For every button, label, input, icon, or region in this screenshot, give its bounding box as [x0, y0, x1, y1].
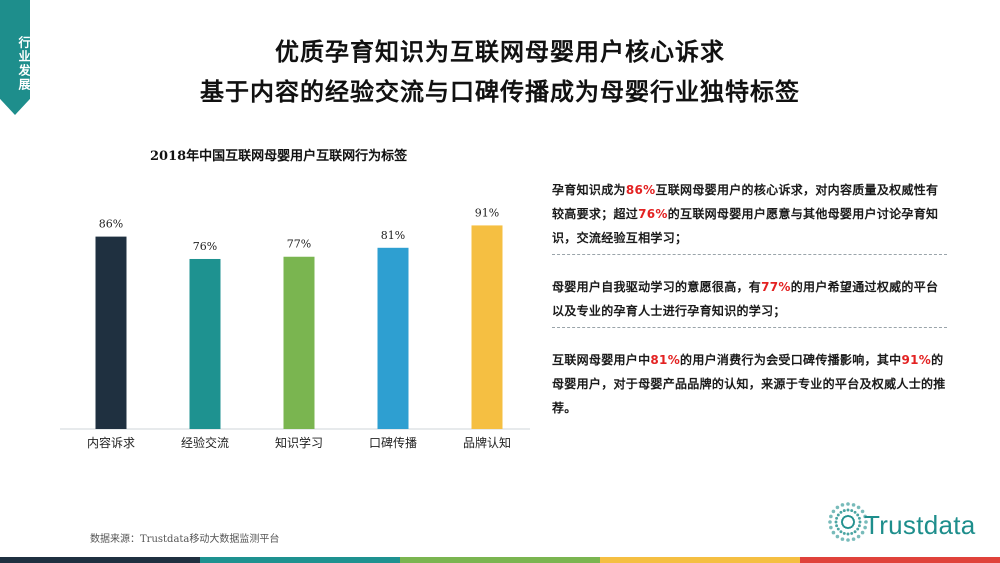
insight-note-1: 孕育知识成为86%互联网母婴用户的核心诉求，对内容质量及权威性有较高要求；超过7… [552, 178, 947, 255]
page-title: 优质孕育知识为互联网母婴用户核心诉求 [275, 37, 725, 66]
category-label: 知识学习 [275, 435, 323, 450]
category-label: 品牌认知 [463, 436, 511, 450]
insight-notes: 孕育知识成为86%互联网母婴用户的核心诉求，对内容质量及权威性有较高要求；超过7… [552, 178, 947, 444]
highlight-value: 76% [638, 207, 668, 221]
bottom-bar-segment [800, 557, 1000, 563]
note-text: 互联网母婴用户中 [552, 353, 651, 367]
bottom-bar-segment [0, 557, 200, 563]
bar-4 [377, 247, 409, 429]
bar-3 [283, 256, 315, 429]
category-label: 内容诉求 [87, 435, 135, 450]
bottom-bar-segment [200, 557, 400, 563]
note-text: 互联网母婴用户的核心诉求，对内容质量及权威性有较高要求；超过 [552, 183, 939, 221]
bottom-bar-segment [600, 557, 800, 563]
bar-value-label: 76% [193, 240, 217, 253]
insight-note-3: 互联网母婴用户中81%的用户消费行为会受口碑传播影响，其中91%的母婴用户，对于… [552, 348, 947, 424]
insight-note-2: 母婴用户自我驱动学习的意愿很高，有77%的用户希望通过权威的平台以及专业的孕育人… [552, 275, 947, 328]
category-label: 经验交流 [181, 435, 229, 450]
highlight-value: 91% [901, 353, 932, 367]
note-text: 的用户希望通过权威的平台以及专业的孕育人士进行孕育知识的学习； [552, 280, 939, 318]
bar-5 [471, 225, 503, 429]
note-text: 母婴用户自我驱动学习的意愿很高，有 [552, 280, 762, 294]
bar-value-label: 77% [287, 238, 311, 251]
bottom-bar-segment [400, 557, 600, 563]
category-label: 口碑传播 [369, 435, 417, 450]
bar-1 [95, 236, 127, 429]
bottom-color-bar [0, 557, 1000, 563]
chart-title: 2018年中国互联网母婴用户互联网行为标签 [150, 149, 408, 164]
page-subtitle: 基于内容的经验交流与口碑传播成为母婴行业独特标签 [200, 77, 800, 106]
note-text: 的母婴用户，对于母婴产品品牌的认知，来源于专业的平台及权威人士的推荐。 [552, 353, 946, 415]
bar-value-label: 91% [475, 206, 499, 219]
trustdata-logo-text: Trustdata [864, 510, 976, 540]
highlight-value: 77% [761, 280, 791, 294]
note-text: 的用户消费行为会受口碑传播影响，其中 [680, 353, 902, 367]
bar-chart: 86% 内容诉求 76% 经验交流 77% 知识学习 81% 口碑传播 91% 品牌认知 [60, 206, 530, 450]
trustdata-logo-icon [828, 502, 868, 542]
bar-2 [189, 258, 221, 429]
data-source: 数据来源：Trustdata移动大数据监测平台 [90, 534, 280, 545]
bar-value-label: 81% [381, 229, 405, 242]
section-tag: 行业发展 [0, 0, 30, 115]
bar-value-label: 86% [99, 218, 123, 231]
highlight-value: 86% [625, 183, 656, 197]
highlight-value: 81% [650, 353, 681, 367]
note-text: 的互联网母婴用户愿意与其他母婴用户讨论孕育知识，交流经验互相学习； [552, 207, 939, 245]
note-text: 孕育知识成为 [552, 183, 626, 197]
